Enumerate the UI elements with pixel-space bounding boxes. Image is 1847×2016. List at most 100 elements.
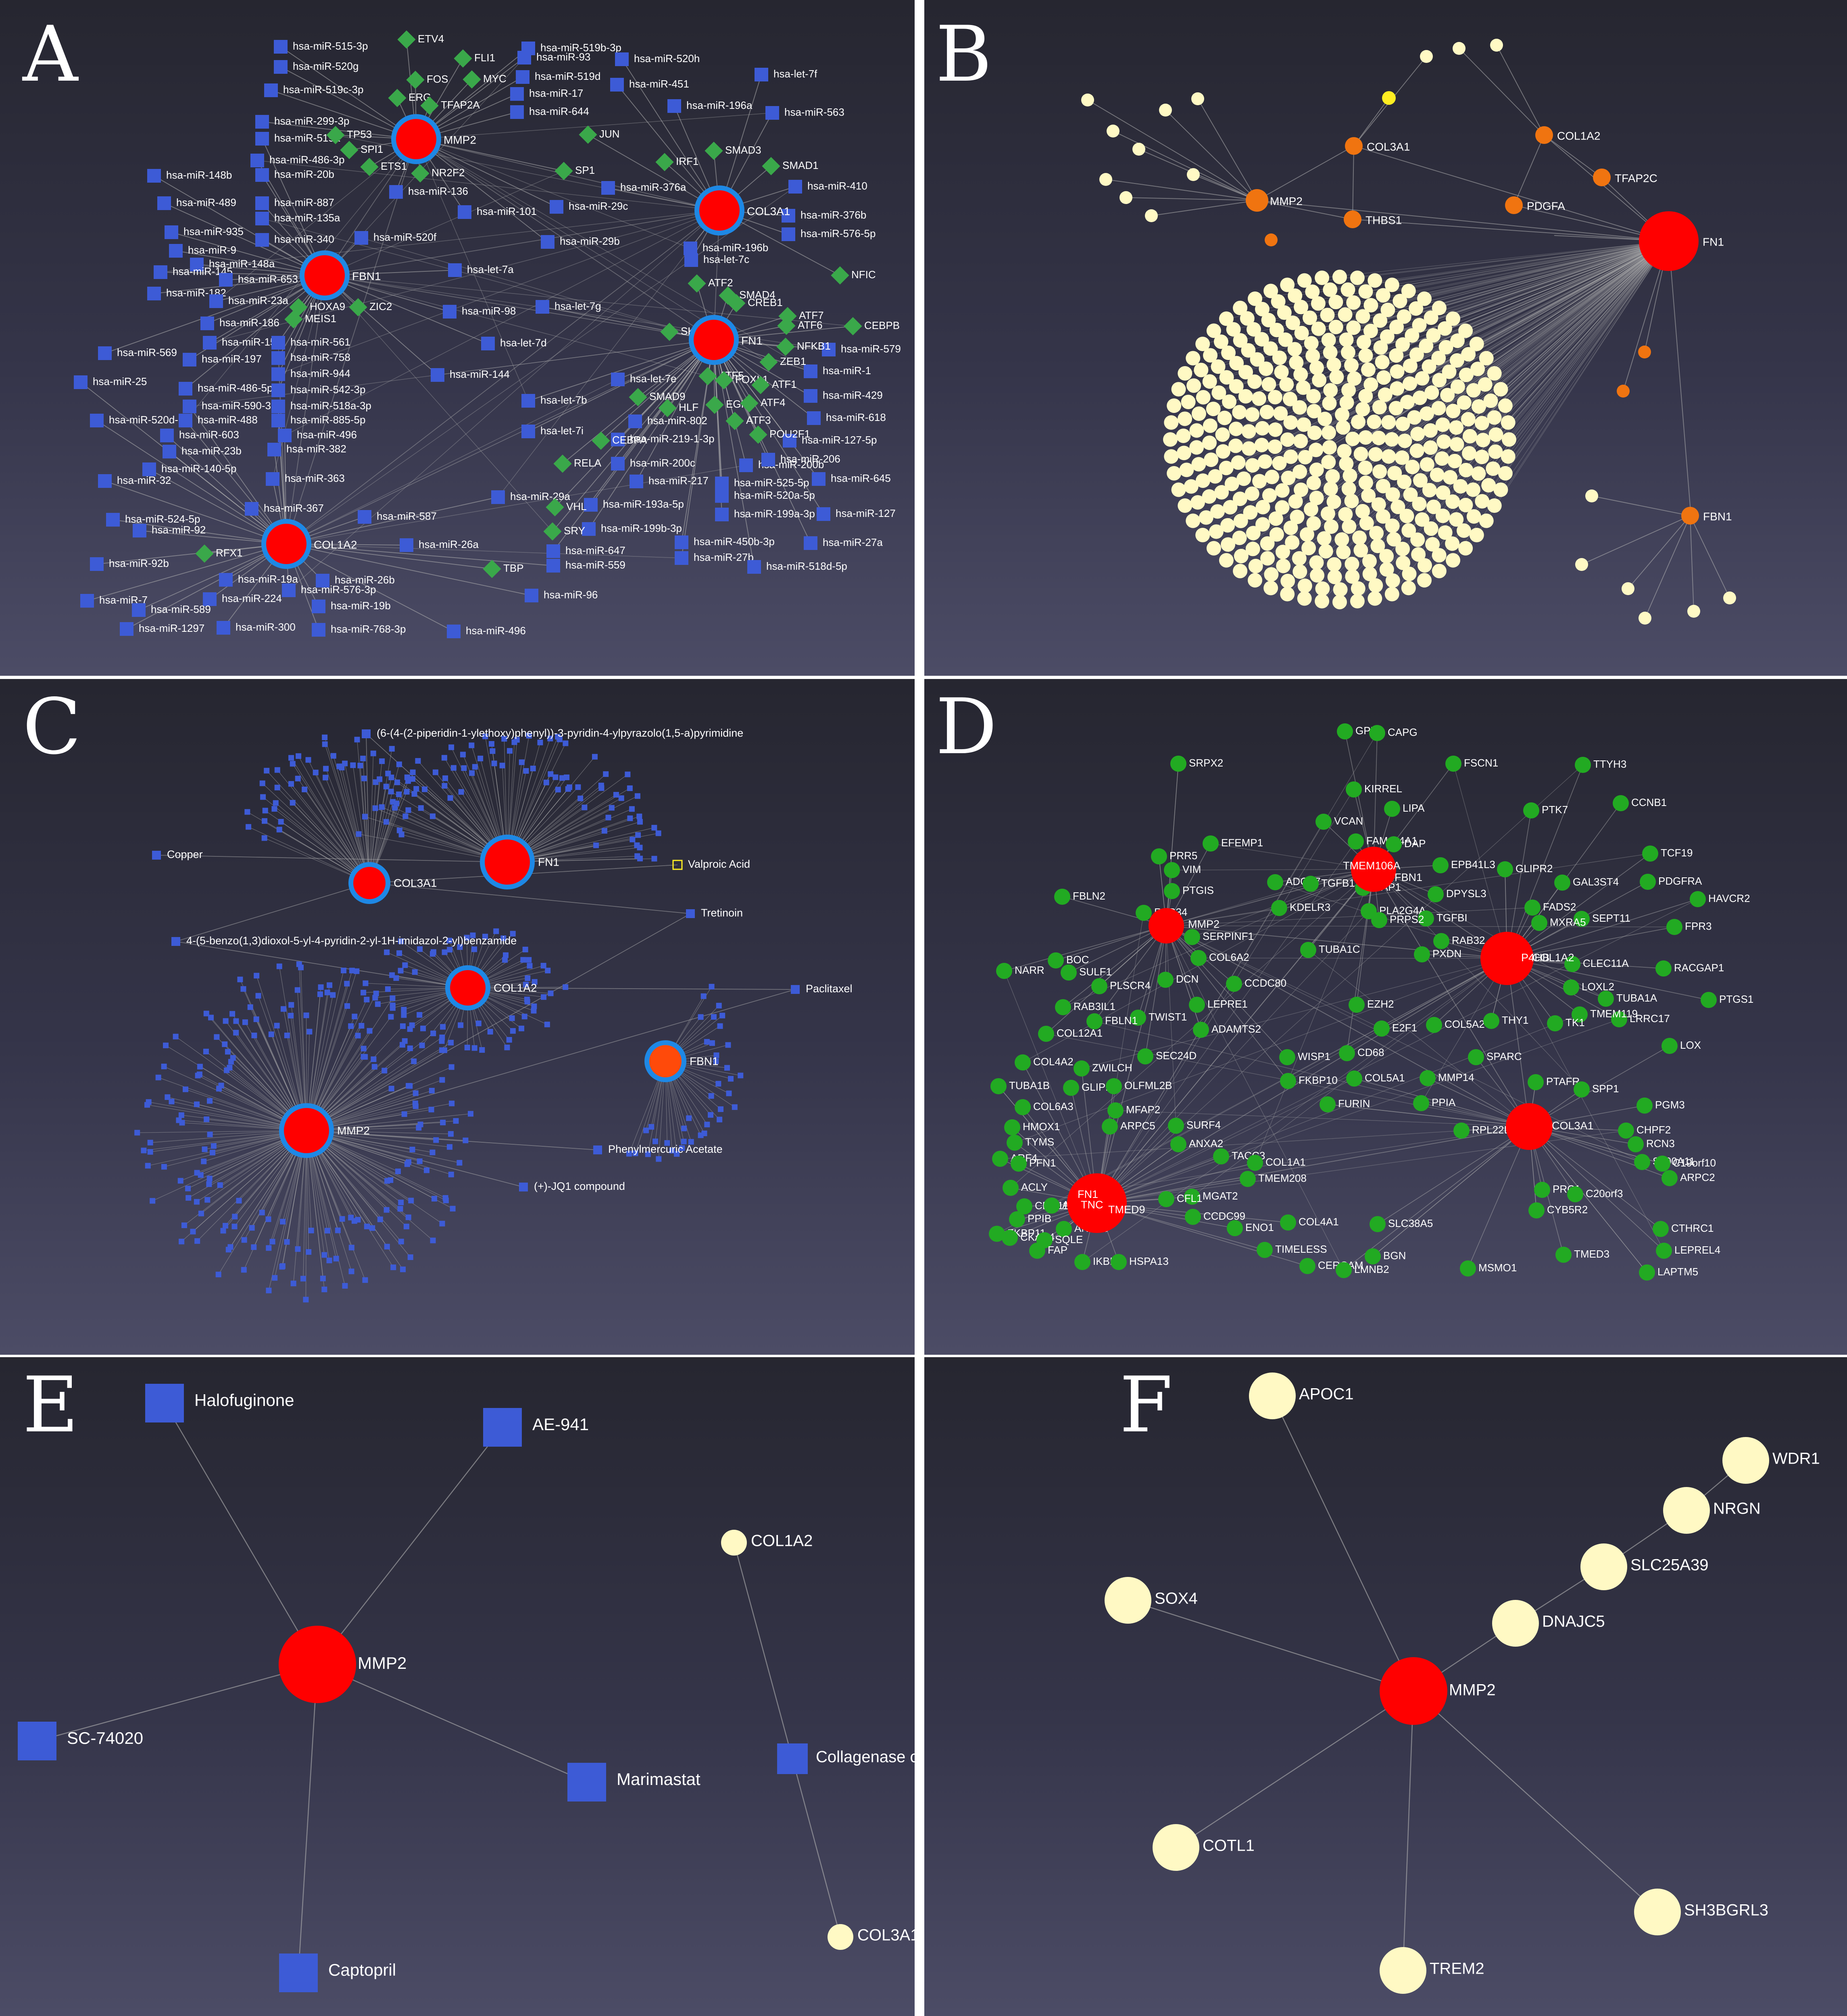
gene-label: WDR1 (1772, 1450, 1820, 1468)
ppi-node-cream (1186, 513, 1201, 528)
network-edge (542, 306, 714, 340)
ppi-node-cream (1432, 548, 1447, 563)
ppi-node-cream (1378, 387, 1393, 402)
network-edge (1166, 925, 1176, 1126)
ppi-node-cream (1268, 511, 1283, 526)
gene-node (1074, 1254, 1090, 1270)
ppi-node-cream (1246, 322, 1261, 337)
gene-node (1572, 1006, 1588, 1023)
ppi-node-cream (1381, 415, 1396, 430)
gene-label: SULF1 (1079, 966, 1112, 978)
target-node (711, 1014, 717, 1020)
tf-node (777, 317, 796, 335)
gene-node (1164, 862, 1180, 878)
mirna-node (715, 508, 729, 521)
ppi-node-cream (1292, 551, 1307, 566)
gene-node (1690, 891, 1706, 907)
target-node (698, 1132, 704, 1138)
ppi-node-cream (1208, 469, 1223, 484)
network-edge (126, 544, 287, 629)
ppi-node-cream (1297, 578, 1312, 593)
mirna-node (804, 364, 817, 378)
gene-node (1044, 1198, 1060, 1214)
network-edge (1255, 869, 1374, 1163)
gene-label: LIPA (1403, 802, 1425, 814)
ppi-node-cream (1303, 310, 1317, 325)
network-edge (137, 1130, 307, 1133)
target-node (194, 1199, 200, 1205)
ppi-node-cream (1195, 473, 1210, 488)
panel-b-letter: B (936, 10, 992, 99)
target-node (681, 1125, 687, 1131)
mirna-node (316, 574, 329, 587)
network-edge (1491, 241, 1669, 401)
mirna-label: hsa-miR-768-3p (331, 623, 406, 635)
target-node (404, 789, 410, 795)
ppi-node-cream (1196, 390, 1211, 405)
mirna-label: hsa-miR-32 (117, 474, 171, 486)
ppi-label-col3a1: COL3A1 (1367, 140, 1410, 153)
gene-label: TTYH3 (1593, 758, 1626, 770)
ppi-node-cream (1407, 410, 1422, 425)
ppi-node-cream (1417, 558, 1432, 573)
target-node (404, 1161, 410, 1167)
drug-node-collagenase (777, 1743, 808, 1774)
tf-node (463, 70, 481, 89)
mirna-node (255, 196, 269, 210)
target-node (303, 1012, 309, 1018)
target-node (388, 775, 394, 781)
network-edge (286, 465, 746, 544)
hub-label: FN1 (538, 856, 559, 868)
gene-label: TGFBI (1436, 912, 1468, 924)
network-edge (280, 67, 417, 140)
target-node (196, 1071, 202, 1077)
mirna-node (274, 60, 288, 74)
ppi-node-cream (1355, 309, 1370, 324)
ppi-node-cream (1417, 291, 1432, 306)
ppi-node-cream (1306, 389, 1321, 404)
ppi-node-cream (1268, 422, 1283, 437)
target-node (204, 1197, 211, 1203)
gene-label: BGN (1383, 1250, 1406, 1262)
network-edge (1063, 869, 1374, 1008)
gene-label: PPIA (1432, 1096, 1456, 1108)
tf-node (705, 396, 724, 414)
ppi-node-cream (1487, 498, 1502, 513)
tf-node (454, 49, 472, 68)
gene-label: CLEC11A (1583, 957, 1629, 969)
tf-label: NFKB1 (797, 340, 831, 352)
mirna-node (354, 231, 368, 245)
target-node (350, 762, 356, 768)
ppi-node-cream (1333, 582, 1348, 597)
hub-label: MMP2 (358, 1654, 407, 1672)
drug-label: Collagenase clostridium histolyticum (816, 1748, 915, 1766)
tf-label: ATF7 (799, 309, 824, 321)
target-node (725, 1042, 731, 1048)
gene-node (1136, 905, 1152, 921)
ppi-node-cream (1493, 382, 1508, 397)
network-edge (306, 1130, 524, 1187)
network-edge (1352, 146, 1354, 220)
ppi-node-cream (1487, 410, 1502, 425)
mirna-label: hsa-miR-127 (836, 507, 896, 519)
network-edge (160, 272, 325, 276)
mirna-label: hsa-miR-645 (831, 472, 891, 484)
ppi-node-cream (1450, 333, 1465, 348)
ppi-node-cream (1461, 347, 1476, 362)
ppi-node-cream (1283, 449, 1298, 464)
target-node (443, 1198, 449, 1204)
target-node (732, 1104, 738, 1110)
ppi-node-cream (1362, 566, 1377, 581)
drug-label: Paclitaxel (806, 983, 853, 995)
ppi-node-cream (1132, 143, 1145, 156)
tf-label: ZIC2 (369, 300, 392, 312)
network-edge (1513, 135, 1545, 206)
ppi-node-cream (1203, 348, 1218, 363)
ppi-node-cream (1353, 543, 1368, 558)
network-edge (1352, 219, 1669, 242)
mirna-label: hsa-miR-518d-5p (766, 560, 847, 572)
network-edge (1097, 925, 1167, 1204)
target-node (227, 1064, 233, 1070)
network-edge (286, 186, 796, 544)
target-node (447, 795, 453, 801)
